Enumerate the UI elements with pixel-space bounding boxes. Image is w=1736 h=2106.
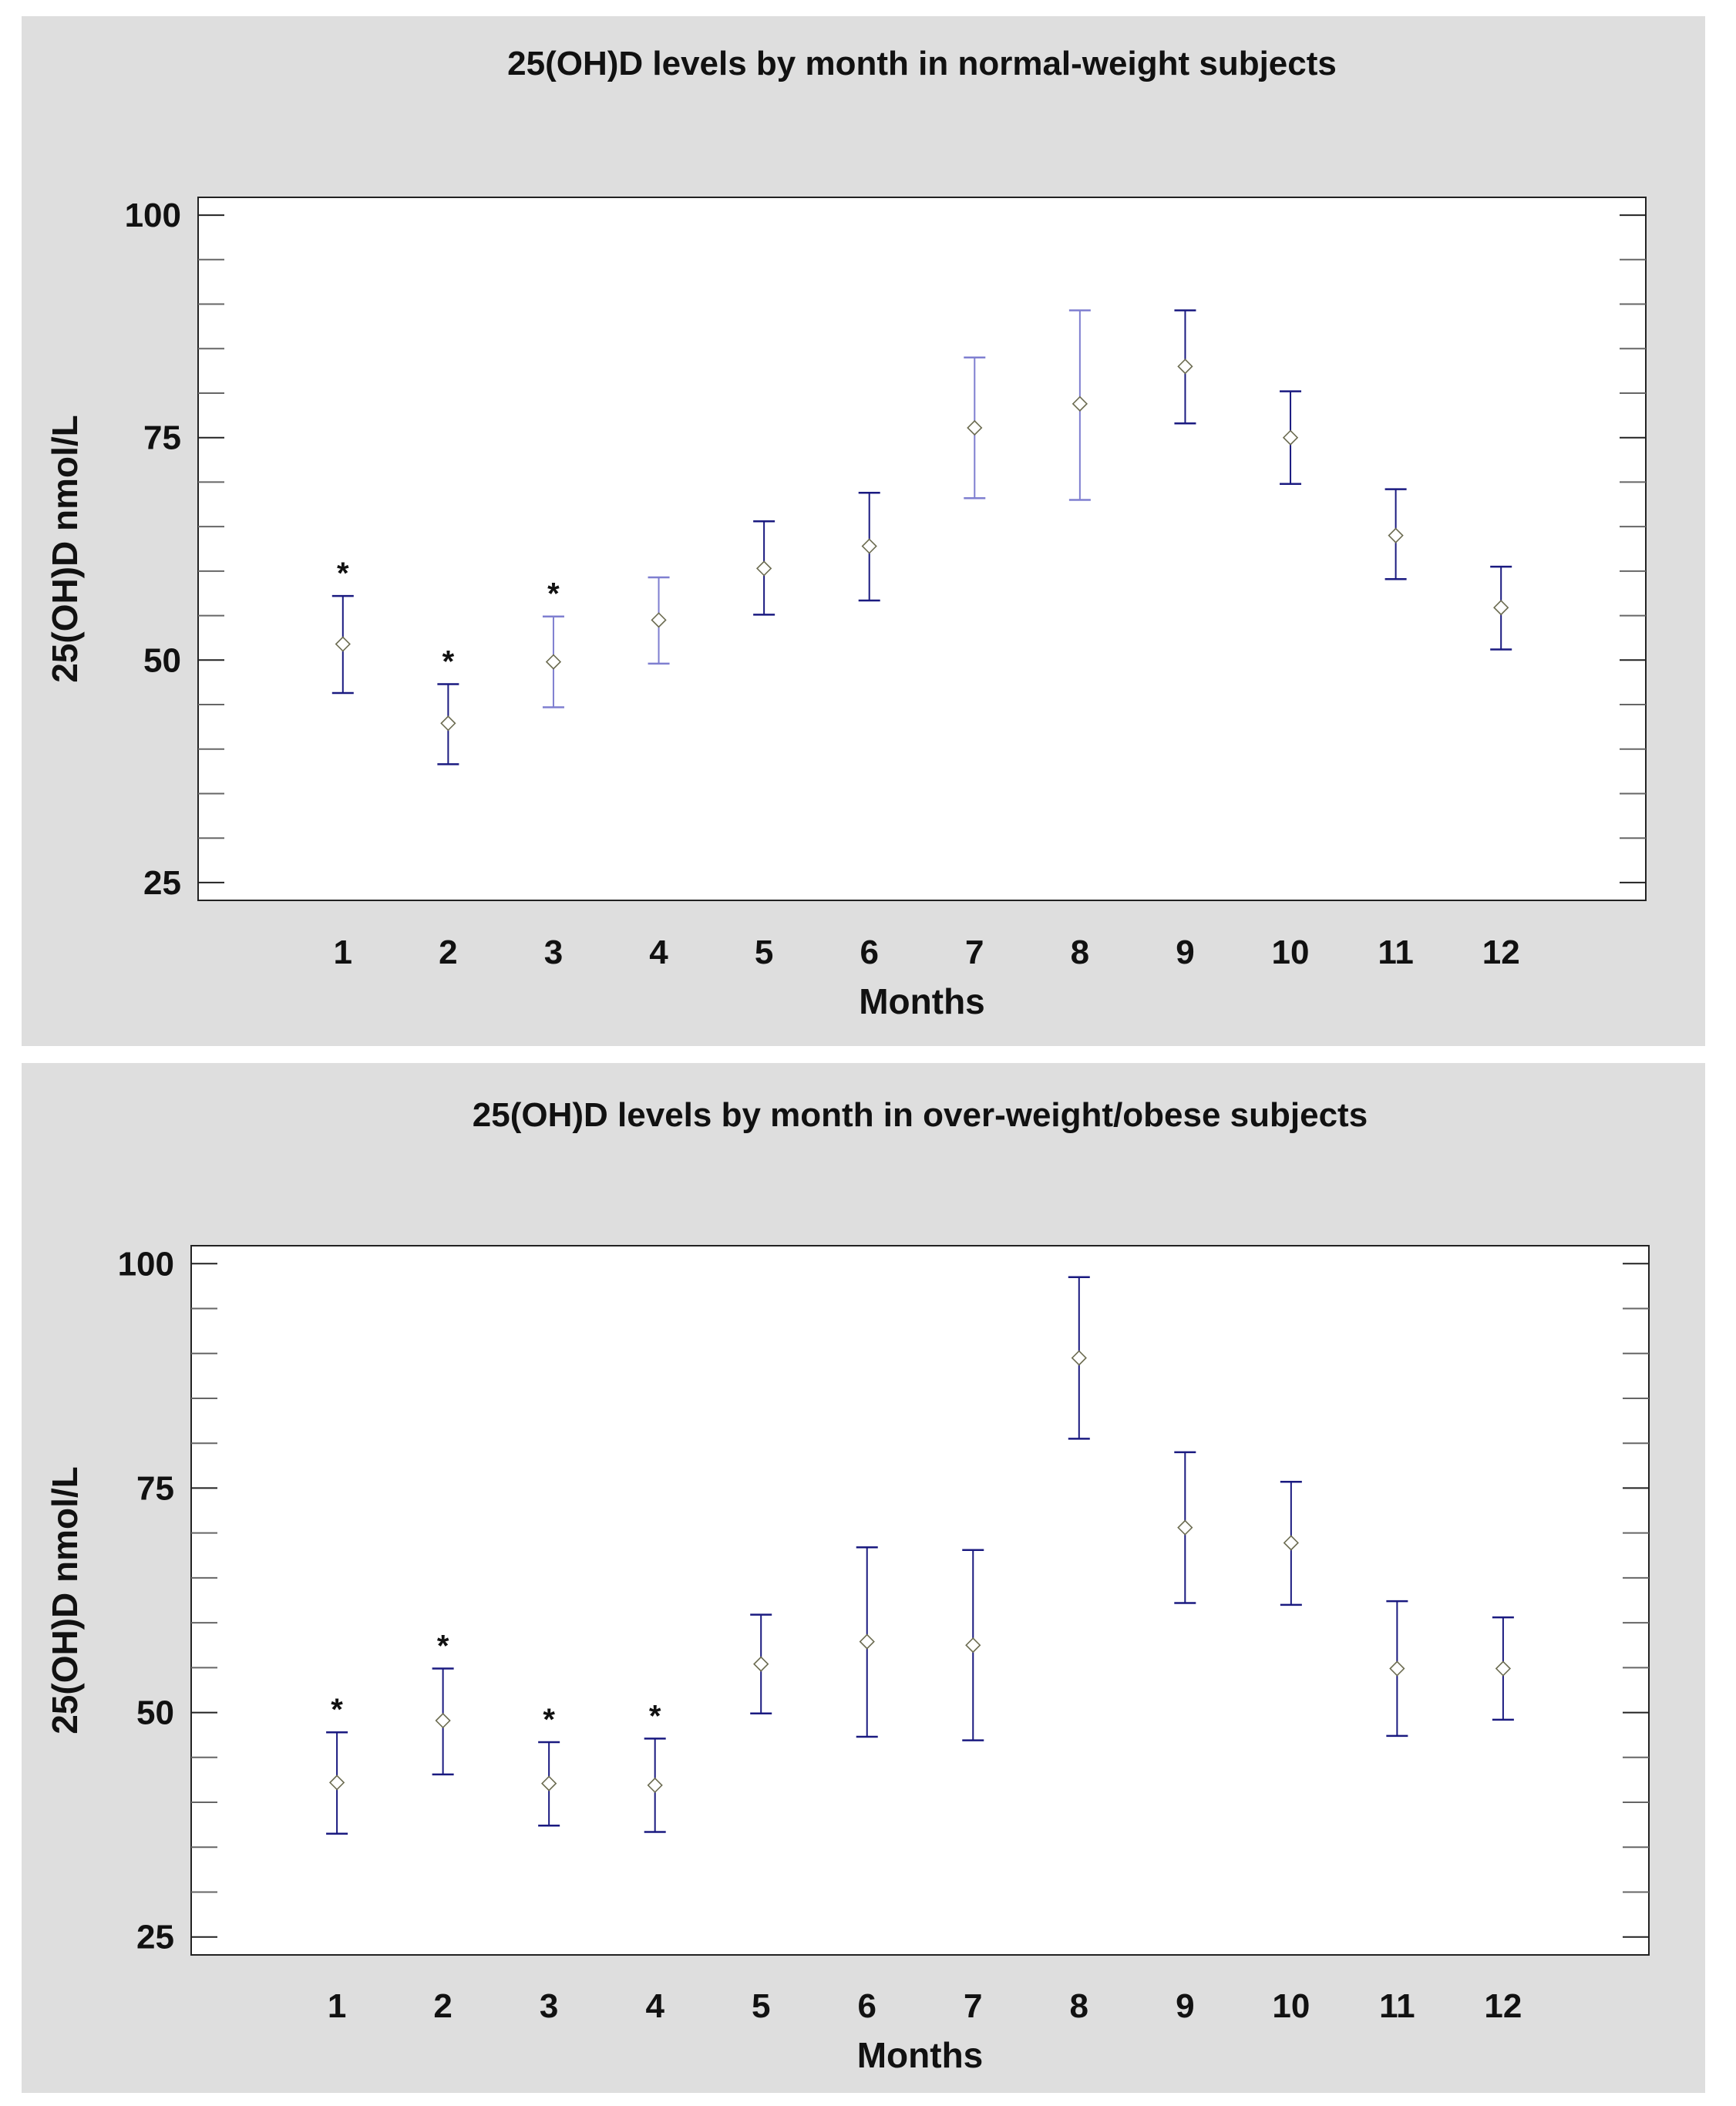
mean-marker [1495, 1660, 1512, 1677]
y-tick-label: 75 [136, 1469, 174, 1507]
chart-title: 25(OH)D levels by month in over-weight/o… [473, 1096, 1368, 1134]
y-tick-label: 100 [118, 1245, 174, 1283]
x-tick-label: 12 [1482, 934, 1520, 971]
x-tick-label: 9 [1176, 934, 1194, 971]
significance-star: * [442, 644, 455, 678]
error-bar-month-10 [1280, 1481, 1302, 1606]
mean-marker [1282, 429, 1299, 446]
significance-star: * [331, 1693, 343, 1727]
mean-marker [1072, 395, 1088, 412]
error-bar-month-2: * [437, 644, 459, 765]
chart-panel-normal-weight: 25(OH)D levels by month in normal-weight… [22, 16, 1705, 1046]
mean-marker [545, 654, 562, 670]
mean-marker [861, 538, 877, 554]
chart-normal-weight: 25(OH)D levels by month in normal-weight… [45, 45, 1647, 1021]
significance-star: * [337, 557, 349, 590]
x-tick-label: 9 [1176, 1987, 1194, 2025]
x-tick-label: 4 [649, 934, 668, 971]
significance-star: * [547, 577, 560, 611]
mean-marker [647, 1777, 663, 1794]
x-tick-label: 1 [328, 1987, 346, 2025]
plot-area [190, 1245, 1650, 1956]
error-bar-month-5 [753, 520, 775, 616]
y-tick-label: 25 [143, 864, 181, 902]
significance-star: * [649, 1699, 661, 1733]
x-tick-label: 10 [1272, 1987, 1310, 2025]
error-bar-month-1: * [331, 557, 354, 695]
error-bar-month-9 [1174, 1451, 1196, 1604]
x-tick-label: 12 [1484, 1987, 1522, 2025]
x-tick-label: 7 [964, 1987, 982, 2025]
x-axis-label: Months [857, 2035, 984, 2075]
error-bar-month-1: * [326, 1693, 348, 1835]
x-tick-label: 3 [544, 934, 563, 971]
mean-marker [967, 419, 983, 436]
mean-marker [541, 1775, 557, 1791]
chart-title: 25(OH)D levels by month in normal-weight… [507, 45, 1337, 82]
error-bar-month-8 [1068, 309, 1091, 501]
error-bar-month-2: * [432, 1630, 454, 1776]
x-tick-label: 8 [1071, 934, 1089, 971]
mean-marker [1389, 1660, 1405, 1677]
mean-marker [1388, 527, 1404, 543]
x-tick-label: 1 [334, 934, 352, 971]
x-tick-label: 2 [439, 934, 457, 971]
y-axis-label: 25(OH)D nmol/L [45, 1466, 85, 1734]
error-bar-month-3: * [542, 577, 564, 708]
error-bar-month-6 [856, 1546, 878, 1738]
error-bar-month-4: * [644, 1699, 666, 1833]
plot-area [197, 197, 1647, 901]
error-bar-month-10 [1280, 390, 1302, 485]
mean-marker [1283, 1535, 1299, 1551]
x-tick-label: 10 [1272, 934, 1310, 971]
mean-marker [753, 1656, 769, 1672]
y-tick-label: 50 [136, 1694, 174, 1732]
mean-marker [1493, 600, 1509, 616]
x-tick-label: 6 [857, 1987, 876, 2025]
significance-star: * [543, 1703, 555, 1737]
significance-star: * [437, 1630, 449, 1664]
x-tick-label: 2 [433, 1987, 452, 2025]
chart-panel-overweight-obese: 25(OH)D levels by month in over-weight/o… [22, 1063, 1705, 2093]
mean-marker [859, 1633, 875, 1650]
error-bar-month-7 [964, 356, 986, 500]
x-tick-label: 11 [1378, 934, 1414, 971]
mean-marker [1177, 358, 1193, 375]
y-tick-label: 50 [143, 641, 181, 679]
error-bar-month-11 [1386, 1600, 1408, 1738]
mean-marker [1071, 1350, 1087, 1366]
error-bar-month-5 [750, 1613, 772, 1714]
error-bar-month-12 [1492, 1616, 1514, 1721]
x-tick-label: 8 [1070, 1987, 1088, 2025]
x-tick-label: 11 [1379, 1987, 1415, 2025]
x-tick-label: 7 [965, 934, 984, 971]
chart-overweight-obese: 25(OH)D levels by month in over-weight/o… [45, 1096, 1650, 2075]
y-tick-label: 25 [136, 1919, 174, 1956]
x-tick-label: 4 [645, 1987, 664, 2025]
y-axis-label: 25(OH)D nmol/L [45, 415, 85, 683]
error-bar-month-11 [1384, 488, 1407, 580]
mean-marker [435, 1712, 451, 1729]
mean-marker [965, 1637, 981, 1654]
error-bar-month-6 [858, 492, 880, 602]
x-tick-label: 5 [755, 934, 773, 971]
mean-marker [440, 715, 456, 732]
error-bar-month-12 [1490, 565, 1512, 651]
error-bar-month-7 [962, 1549, 984, 1741]
x-tick-label: 3 [540, 1987, 558, 2025]
mean-marker [328, 1775, 345, 1791]
mean-marker [755, 560, 772, 577]
error-bar-month-9 [1174, 309, 1196, 425]
error-bar-month-4 [648, 576, 670, 665]
mean-marker [651, 612, 667, 628]
x-tick-label: 6 [860, 934, 878, 971]
mean-marker [335, 636, 351, 652]
error-bar-month-8 [1068, 1276, 1090, 1440]
x-axis-label: Months [859, 981, 985, 1021]
y-tick-label: 75 [143, 419, 181, 457]
error-bar-month-3: * [538, 1703, 560, 1827]
y-tick-label: 100 [125, 197, 181, 234]
mean-marker [1177, 1519, 1193, 1536]
x-tick-label: 5 [752, 1987, 770, 2025]
